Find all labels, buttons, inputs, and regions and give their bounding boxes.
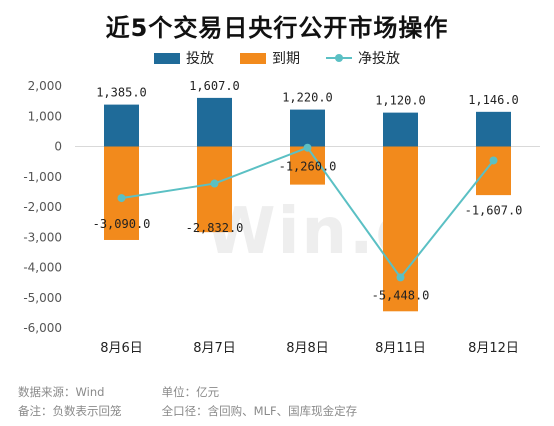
data-label-maturity: -1,607.0	[465, 204, 523, 218]
footer-source: 数据来源：Wind	[18, 385, 105, 399]
y-tick-label: 0	[54, 140, 62, 154]
y-tick-label: -4,000	[23, 261, 62, 275]
y-tick-label: -2,000	[23, 200, 62, 214]
data-label-release: 1,220.0	[282, 91, 333, 105]
bar-maturity	[197, 146, 232, 233]
legend-swatch-maturity	[240, 52, 266, 64]
point-net	[489, 156, 498, 165]
y-tick-label: -3,000	[23, 230, 62, 244]
data-label-maturity: -3,090.0	[93, 217, 151, 231]
footer-scope: 全口径：含回购、MLF、国库现金定存	[161, 404, 358, 418]
bar-release	[197, 97, 232, 147]
data-label-release: 1,146.0	[468, 93, 519, 107]
footer-unit: 单位：亿元	[161, 385, 220, 399]
data-label-maturity: -2,832.0	[186, 221, 244, 235]
footer-row-2: 备注：负数表示回笼 全口径：含回购、MLF、国库现金定存	[18, 403, 357, 419]
bar-release	[290, 109, 325, 147]
y-tick-label: 1,000	[28, 109, 62, 123]
bar-maturity	[104, 146, 139, 240]
bar-release	[476, 111, 511, 147]
data-label-release: 1,385.0	[96, 86, 147, 100]
bar-release	[383, 112, 418, 147]
y-tick-label: -1,000	[23, 170, 62, 184]
y-tick-label: -6,000	[23, 321, 62, 335]
point-net	[210, 179, 219, 188]
data-label-release: 1,607.0	[189, 79, 240, 93]
x-tick-label: 8月7日	[193, 341, 236, 356]
y-tick-label: 2,000	[28, 79, 62, 93]
point-net	[396, 273, 405, 282]
legend-item-net: 净投放	[326, 48, 400, 68]
legend-label-release: 投放	[186, 51, 214, 67]
bar-maturity	[383, 146, 418, 312]
legend-label-net: 净投放	[358, 51, 400, 67]
data-label-maturity: -1,260.0	[279, 160, 337, 174]
x-tick-label: 8月6日	[100, 341, 143, 356]
x-tick-label: 8月12日	[468, 341, 519, 356]
x-tick-label: 8月8日	[286, 341, 329, 356]
y-tick-label: -5,000	[23, 291, 62, 305]
footer-note: 备注：负数表示回笼	[18, 404, 122, 418]
footer-row-1: 数据来源：Wind 单位：亿元	[18, 384, 219, 400]
point-net	[303, 143, 312, 152]
legend-swatch-net	[326, 52, 352, 64]
data-label-maturity: -5,448.0	[372, 288, 430, 302]
bar-maturity	[476, 146, 511, 196]
chart-title: 近5个交易日央行公开市场操作	[105, 14, 449, 42]
data-label-release: 1,120.0	[375, 94, 426, 108]
legend-item-maturity: 到期	[240, 48, 300, 68]
x-tick-label: 8月11日	[375, 341, 426, 356]
legend: 投放 到期 净投放	[0, 48, 554, 68]
point-net	[117, 194, 126, 203]
bar-release	[104, 104, 139, 147]
legend-item-release: 投放	[154, 48, 214, 68]
legend-swatch-release	[154, 52, 180, 64]
legend-label-maturity: 到期	[272, 51, 300, 67]
